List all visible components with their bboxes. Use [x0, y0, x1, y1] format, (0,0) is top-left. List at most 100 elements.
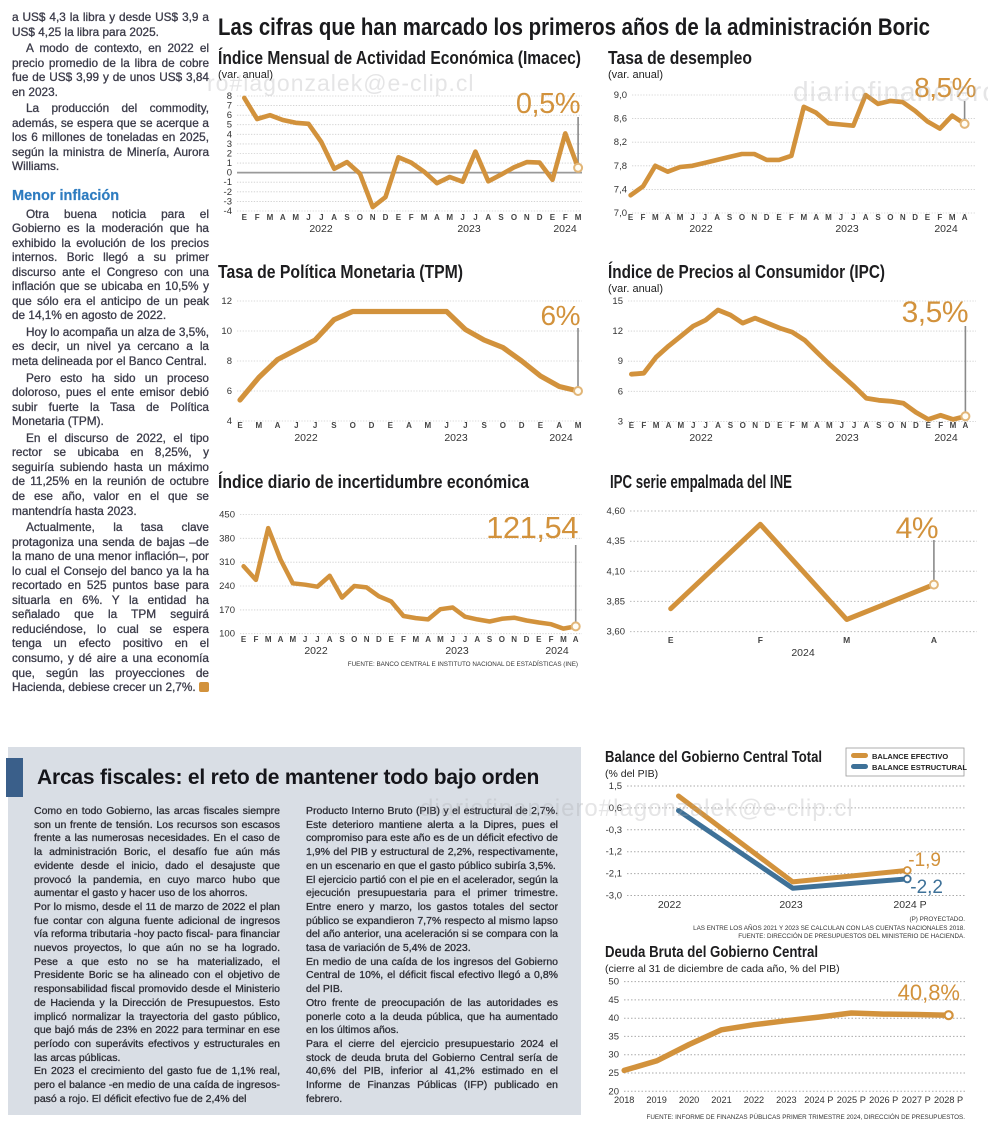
svg-text:A: A [331, 213, 337, 222]
svg-text:F: F [641, 421, 646, 430]
svg-text:A: A [931, 635, 937, 645]
svg-text:M: M [575, 421, 582, 430]
svg-text:2021: 2021 [711, 1095, 731, 1105]
svg-text:A: A [813, 213, 819, 222]
svg-text:2022: 2022 [689, 432, 713, 444]
svg-text:O: O [887, 213, 893, 222]
svg-text:F: F [758, 635, 763, 645]
svg-text:A: A [665, 213, 671, 222]
svg-text:E: E [628, 213, 634, 222]
svg-text:M: M [800, 213, 807, 222]
svg-text:2023: 2023 [457, 223, 481, 235]
svg-text:E: E [776, 213, 782, 222]
svg-text:-3: -3 [224, 196, 232, 207]
svg-text:4: 4 [227, 416, 232, 427]
svg-text:M: M [265, 635, 272, 644]
svg-text:J: J [463, 421, 467, 430]
svg-text:J: J [703, 213, 707, 222]
svg-text:D: D [913, 421, 919, 430]
svg-text:450: 450 [219, 510, 235, 521]
svg-text:20: 20 [608, 1086, 619, 1097]
svg-text:50: 50 [608, 977, 619, 988]
svg-text:-0,3: -0,3 [606, 825, 622, 836]
svg-text:J: J [294, 421, 298, 430]
svg-text:A: A [327, 635, 333, 644]
svg-text:A: A [425, 635, 431, 644]
svg-text:E: E [242, 213, 248, 222]
svg-text:M: M [826, 421, 833, 430]
svg-text:2022: 2022 [658, 899, 682, 911]
svg-text:0: 0 [227, 168, 232, 179]
svg-text:7: 7 [227, 101, 232, 112]
svg-text:D: D [376, 635, 382, 644]
svg-text:12: 12 [612, 326, 623, 337]
svg-text:S: S [875, 213, 881, 222]
svg-text:E: E [237, 421, 243, 430]
svg-text:N: N [751, 213, 757, 222]
svg-text:(% del PIB): (% del PIB) [605, 768, 658, 780]
svg-text:2019: 2019 [646, 1095, 666, 1105]
svg-text:E: E [925, 213, 931, 222]
svg-text:J: J [839, 213, 843, 222]
svg-text:2028 P: 2028 P [934, 1095, 963, 1105]
svg-text:2023: 2023 [835, 432, 859, 444]
svg-text:0,5%: 0,5% [516, 88, 580, 120]
svg-text:N: N [901, 421, 907, 430]
svg-text:7,8: 7,8 [614, 161, 627, 172]
svg-text:E: E [241, 635, 247, 644]
svg-text:J: J [444, 421, 448, 430]
svg-text:2024: 2024 [934, 223, 958, 235]
svg-text:S: S [876, 421, 882, 430]
svg-text:A: A [485, 213, 491, 222]
svg-text:J: J [691, 421, 695, 430]
svg-text:2024: 2024 [545, 645, 569, 657]
svg-text:E: E [777, 421, 783, 430]
svg-text:FUENTE: BANCO CENTRAL E INSTIT: FUENTE: BANCO CENTRAL E INSTITUTO NACION… [348, 659, 578, 668]
svg-text:121,54: 121,54 [486, 510, 578, 545]
svg-text:O: O [739, 213, 745, 222]
svg-text:2023: 2023 [779, 899, 803, 911]
svg-text:J: J [306, 213, 310, 222]
svg-text:F: F [409, 213, 414, 222]
svg-text:D: D [369, 421, 375, 430]
svg-text:F: F [255, 213, 260, 222]
svg-text:4%: 4% [896, 512, 938, 545]
svg-text:100: 100 [219, 629, 235, 640]
svg-text:-2,1: -2,1 [606, 869, 622, 880]
svg-text:F: F [253, 635, 258, 644]
svg-text:S: S [487, 635, 493, 644]
svg-text:FUENTE: DIRECCIÓN DE PRESUPUES: FUENTE: DIRECCIÓN DE PRESUPUESTOS DEL MI… [738, 931, 965, 940]
svg-text:J: J [450, 635, 454, 644]
svg-text:310: 310 [219, 557, 235, 568]
svg-text:2025 P: 2025 P [837, 1095, 866, 1105]
svg-text:2023: 2023 [444, 432, 468, 444]
svg-text:(P) PROYECTADO.: (P) PROYECTADO. [909, 916, 965, 923]
svg-text:M: M [653, 421, 660, 430]
svg-text:25: 25 [608, 1068, 619, 1079]
svg-text:M: M [825, 213, 832, 222]
svg-text:O: O [511, 213, 517, 222]
svg-text:F: F [401, 635, 406, 644]
svg-text:F: F [937, 213, 942, 222]
svg-text:J: J [852, 421, 856, 430]
svg-text:D: D [524, 635, 530, 644]
svg-text:Las cifras que han marcado los: Las cifras que han marcado los primeros … [218, 14, 930, 41]
svg-text:M: M [677, 213, 684, 222]
svg-text:9: 9 [618, 356, 623, 367]
svg-text:O: O [888, 421, 894, 430]
svg-text:A: A [280, 213, 286, 222]
svg-text:M: M [801, 421, 808, 430]
svg-text:Índice diario de incertidumbre: Índice diario de incertidumbre económica [218, 471, 530, 492]
svg-text:2024: 2024 [791, 647, 815, 659]
svg-text:J: J [473, 213, 477, 222]
svg-text:E: E [538, 421, 544, 430]
svg-text:F: F [790, 421, 795, 430]
svg-text:A: A [962, 213, 968, 222]
svg-text:S: S [481, 421, 487, 430]
svg-text:4,60: 4,60 [607, 506, 626, 517]
svg-text:A: A [556, 421, 562, 430]
svg-text:J: J [690, 213, 694, 222]
svg-text:240: 240 [219, 581, 235, 592]
svg-text:N: N [364, 635, 370, 644]
svg-text:Deuda Bruta del Gobierno Centr: Deuda Bruta del Gobierno Central [605, 944, 818, 961]
